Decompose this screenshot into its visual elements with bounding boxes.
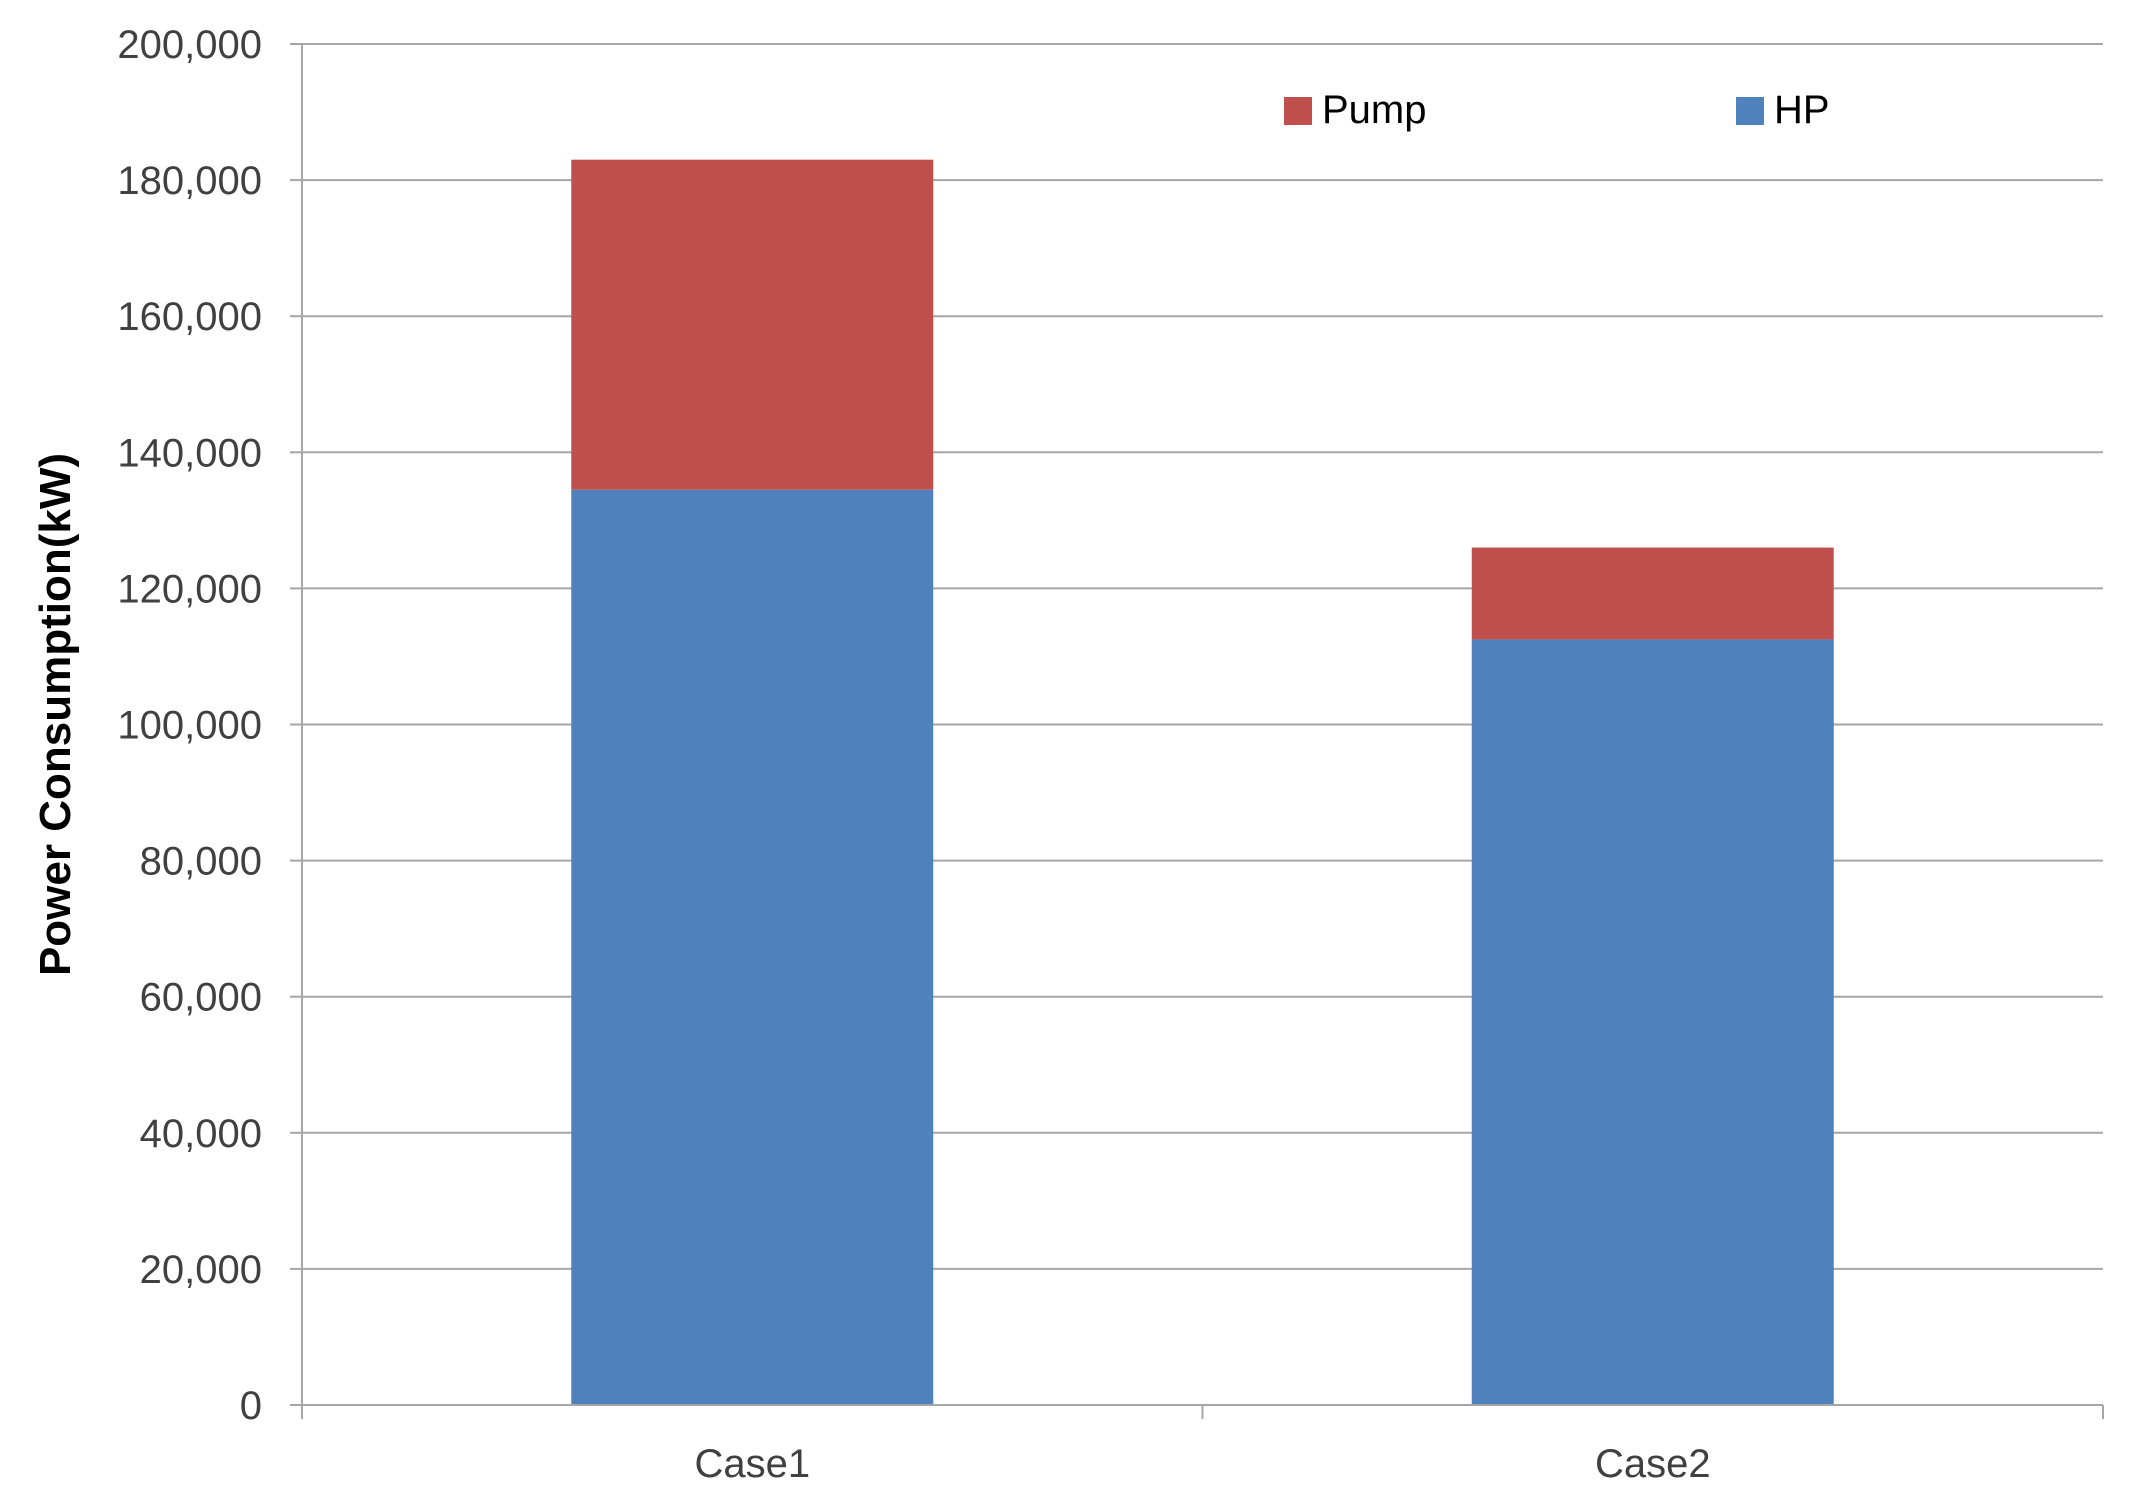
y-tick-label: 100,000: [117, 704, 262, 748]
legend-label-pump: Pump: [1322, 88, 1427, 132]
bar-stacks: [571, 159, 1834, 1405]
x-tick-label: Case2: [1595, 1442, 1711, 1486]
y-tick-label: 20,000: [140, 1248, 262, 1292]
y-tick-label: 60,000: [140, 976, 262, 1020]
legend-label-hp: HP: [1774, 88, 1830, 132]
x-tick-label: Case1: [694, 1442, 810, 1486]
y-tick-label: 160,000: [117, 295, 262, 339]
y-tick-label: 140,000: [117, 431, 262, 475]
y-tick-label: 180,000: [117, 159, 262, 203]
legend-swatch-pump: [1284, 97, 1312, 125]
axes: [301, 44, 2104, 1419]
legend-swatch-hp: [1736, 97, 1764, 125]
y-tick-label: 40,000: [140, 1112, 262, 1156]
bar-pump-case1: [571, 159, 934, 490]
y-axis-title: Power Consumption(kW): [31, 453, 80, 976]
x-tick-labels: Case1 Case2: [694, 1442, 1710, 1486]
y-tick-label: 120,000: [117, 567, 262, 611]
y-tick-label: 80,000: [140, 840, 262, 884]
bar-hp-case2: [1471, 639, 1834, 1405]
bar-pump-case2: [1471, 547, 1834, 640]
bar-hp-case1: [571, 489, 934, 1405]
y-tick-label: 200,000: [117, 23, 262, 67]
legend: Pump HP: [1284, 88, 1830, 132]
y-tick-labels: 0 20,000 40,000 60,000 80,000 100,000 120,000 1…: [117, 23, 262, 1428]
y-tick-label: 0: [240, 1384, 262, 1428]
